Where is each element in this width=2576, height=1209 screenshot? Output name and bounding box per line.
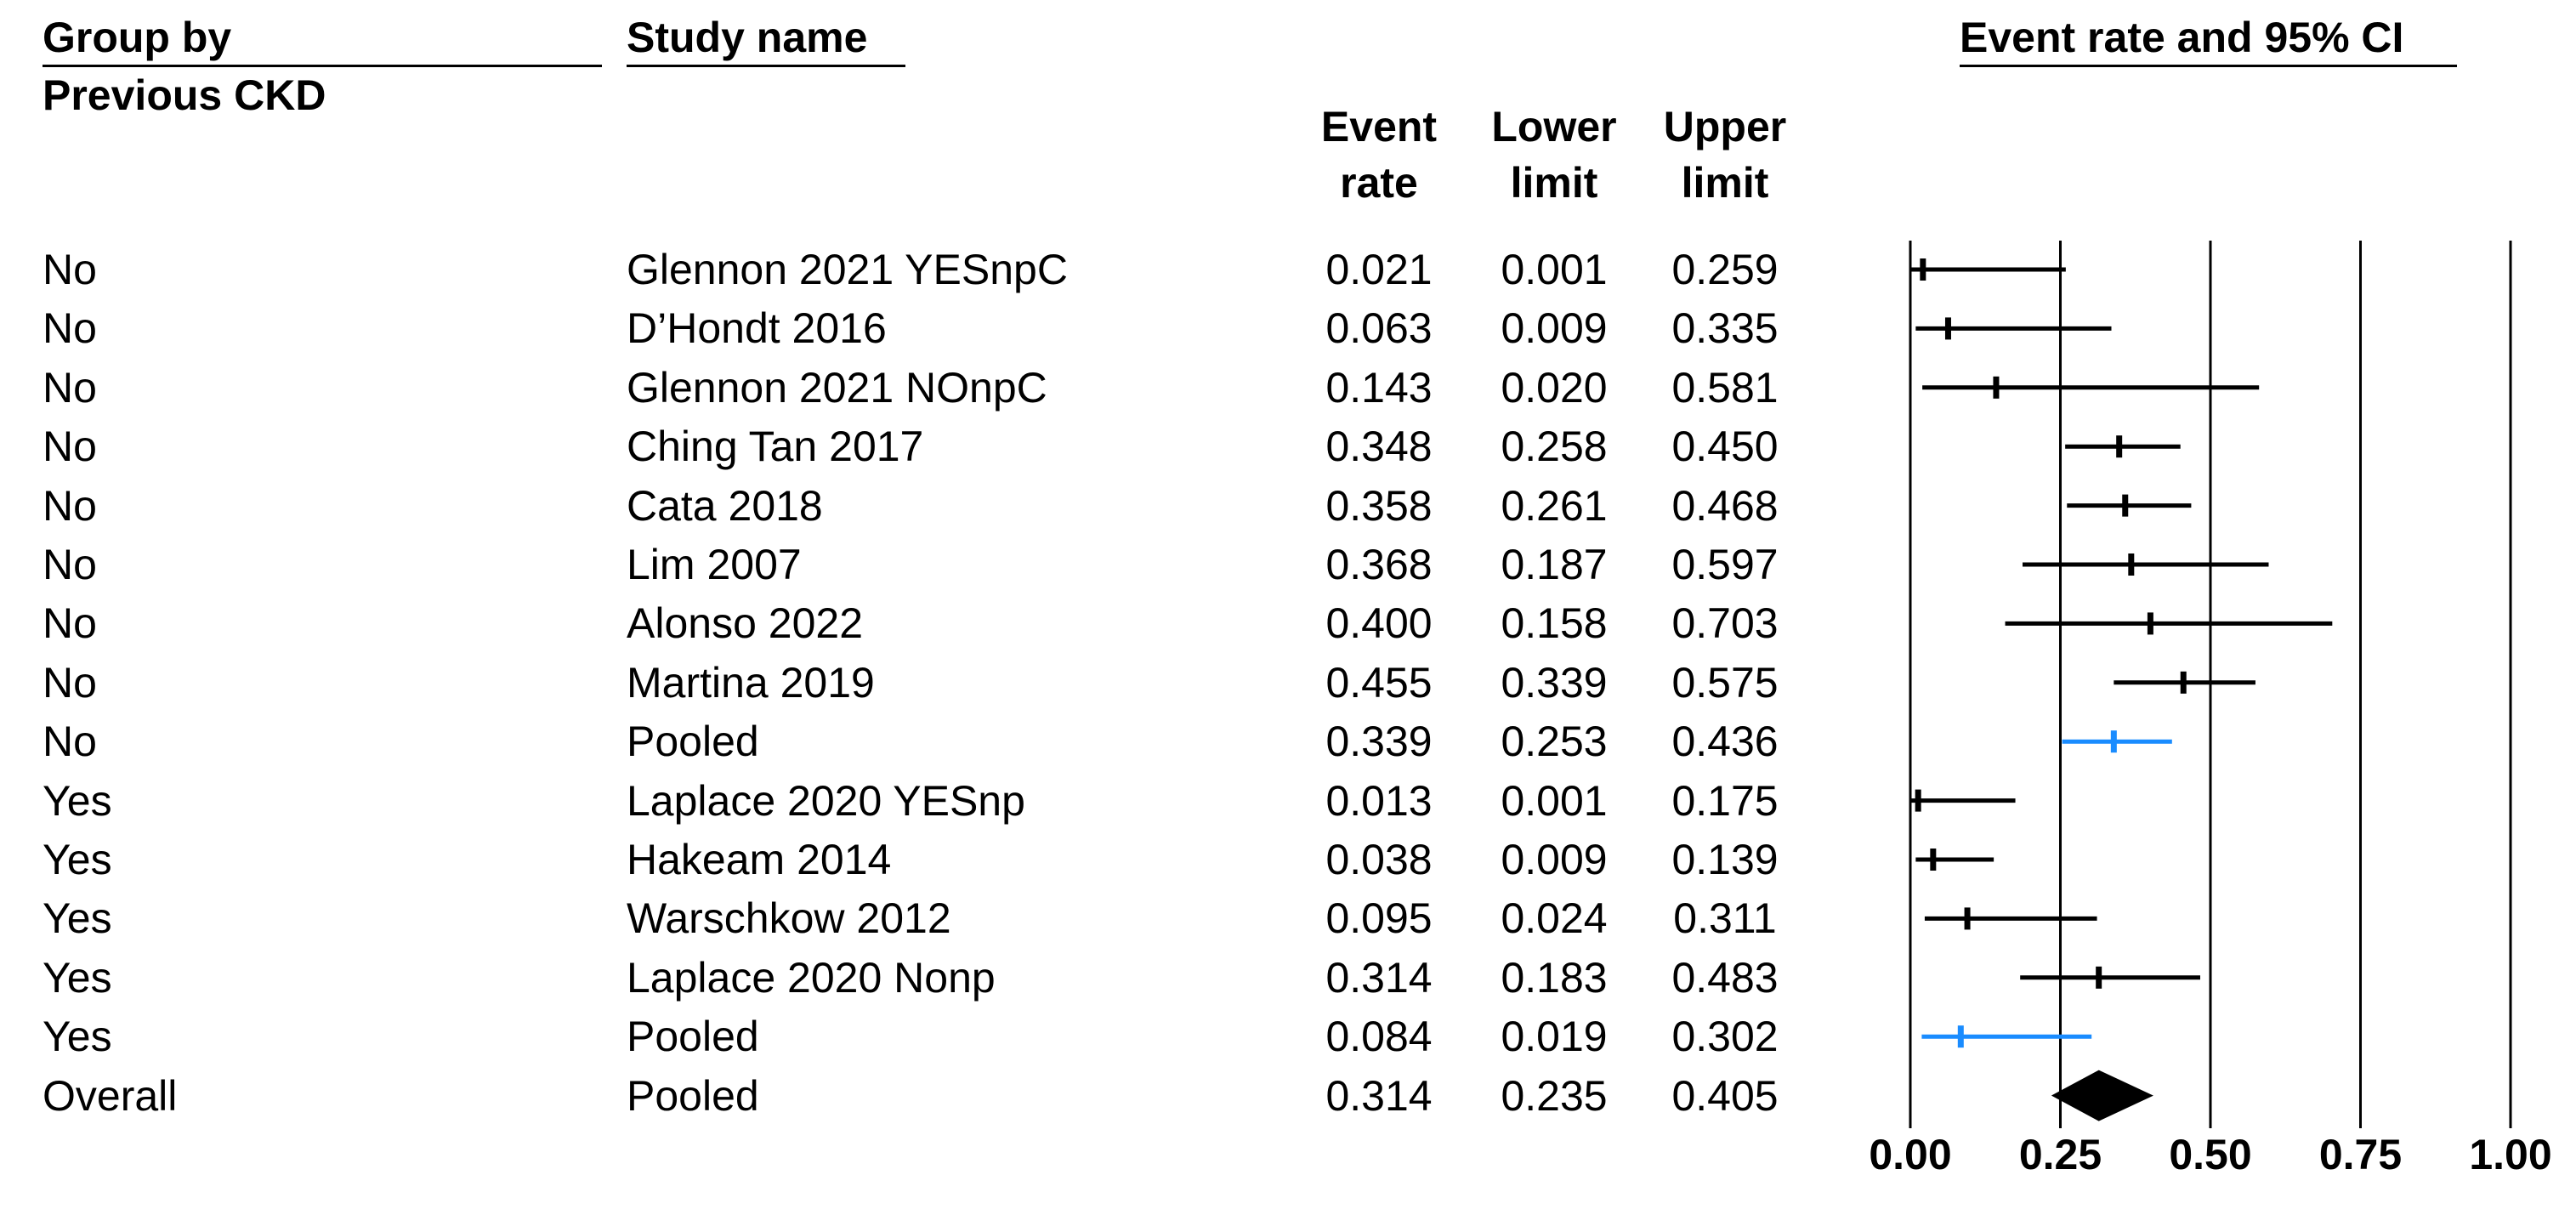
group-cell: No	[43, 658, 97, 707]
upper-limit-cell: 0.581	[1671, 363, 1779, 412]
upper-limit-cell: 0.175	[1671, 776, 1779, 825]
group-cell: Yes	[43, 894, 112, 943]
lower-limit-header: Lower limit	[1469, 99, 1639, 211]
study-name-header: Study name	[627, 14, 868, 61]
x-tick-label: 0.25	[2019, 1131, 2102, 1178]
group-cell: Yes	[43, 953, 112, 1002]
event-rate-header-line2: rate	[1340, 159, 1418, 207]
event-rate-cell: 0.013	[1325, 776, 1433, 825]
lower-limit-cell: 0.009	[1501, 304, 1608, 353]
event-rate-cell: 0.339	[1325, 718, 1433, 766]
event-rate-cell: 0.021	[1325, 246, 1433, 293]
upper-limit-cell: 0.139	[1671, 836, 1779, 883]
upper-limit-cell: 0.405	[1671, 1071, 1779, 1120]
group-cell: No	[43, 541, 97, 588]
lower-limit-cell: 0.253	[1501, 718, 1608, 766]
group-cell: No	[43, 423, 97, 471]
upper-limit-header-line2: limit	[1681, 159, 1769, 207]
event-rate-cell: 0.084	[1325, 1013, 1433, 1061]
x-tick-label: 1.00	[2469, 1131, 2551, 1178]
lower-limit-cell: 0.019	[1501, 1013, 1608, 1061]
group-cell: No	[43, 481, 97, 530]
study-name-cell: Warschkow 2012	[627, 894, 951, 943]
event-rate-header-line1: Event	[1320, 103, 1438, 150]
study-name-cell: Glennon 2021 YESnpC	[627, 246, 1068, 293]
x-tick-label: 0.50	[2169, 1131, 2251, 1178]
study-name-cell: Glennon 2021 NOnpC	[627, 363, 1047, 412]
group-by-underline	[43, 65, 602, 67]
upper-limit-cell: 0.436	[1671, 718, 1779, 766]
event-rate-cell: 0.348	[1325, 423, 1433, 471]
lower-limit-cell: 0.258	[1501, 423, 1608, 471]
group-by-subheader: Previous CKD	[43, 71, 326, 119]
group-cell: No	[43, 363, 97, 412]
event-rate-cell: 0.314	[1325, 953, 1433, 1002]
group-by-header: Group by	[43, 14, 232, 61]
event-rate-header: Event rate	[1294, 99, 1464, 211]
lower-limit-cell: 0.187	[1501, 541, 1608, 588]
upper-limit-cell: 0.259	[1671, 246, 1779, 293]
group-cell: Yes	[43, 776, 112, 825]
lower-limit-cell: 0.183	[1501, 953, 1608, 1002]
ci-title: Event rate and 95% CI	[1960, 14, 2404, 61]
upper-limit-cell: 0.468	[1671, 481, 1779, 530]
group-cell: Yes	[43, 1013, 112, 1061]
event-rate-cell: 0.038	[1325, 836, 1433, 883]
upper-limit-cell: 0.483	[1671, 953, 1779, 1002]
study-name-cell: Pooled	[627, 1013, 759, 1061]
study-name-cell: Pooled	[627, 718, 759, 766]
overall-diamond	[2051, 1070, 2153, 1121]
lower-limit-cell: 0.001	[1501, 776, 1608, 825]
lower-limit-cell: 0.020	[1501, 363, 1608, 412]
event-rate-cell: 0.368	[1325, 541, 1433, 588]
group-cell: No	[43, 246, 97, 293]
event-rate-cell: 0.358	[1325, 481, 1433, 530]
event-rate-cell: 0.455	[1325, 658, 1433, 707]
event-rate-cell: 0.400	[1325, 599, 1433, 648]
upper-limit-header-line1: Upper	[1663, 103, 1787, 150]
lower-limit-cell: 0.235	[1501, 1071, 1608, 1120]
group-cell: Overall	[43, 1071, 178, 1120]
lower-limit-cell: 0.339	[1501, 658, 1608, 707]
lower-limit-cell: 0.009	[1501, 836, 1608, 883]
lower-limit-cell: 0.261	[1501, 481, 1608, 530]
event-rate-cell: 0.314	[1325, 1071, 1433, 1120]
study-name-cell: Pooled	[627, 1071, 759, 1120]
study-name-cell: Cata 2018	[627, 481, 823, 530]
study-name-cell: Hakeam 2014	[627, 836, 892, 883]
study-name-cell: Laplace 2020 Nonp	[627, 953, 996, 1002]
lower-limit-cell: 0.158	[1501, 599, 1608, 648]
group-cell: Yes	[43, 836, 112, 883]
upper-limit-cell: 0.302	[1671, 1013, 1779, 1061]
study-name-cell: Laplace 2020 YESnp	[627, 776, 1025, 825]
event-rate-cell: 0.095	[1325, 894, 1433, 943]
lower-limit-header-line1: Lower	[1491, 103, 1617, 150]
x-tick-label: 0.75	[2319, 1131, 2402, 1178]
ci-title-underline	[1960, 65, 2457, 67]
upper-limit-cell: 0.311	[1673, 894, 1777, 943]
study-name-cell: Ching Tan 2017	[627, 423, 924, 471]
group-cell: No	[43, 599, 97, 648]
study-name-cell: Martina 2019	[627, 658, 875, 707]
event-rate-cell: 0.143	[1325, 363, 1433, 412]
group-cell: No	[43, 304, 97, 353]
group-cell: No	[43, 718, 97, 766]
x-tick-label: 0.00	[1869, 1131, 1951, 1178]
study-name-cell: Alonso 2022	[627, 599, 864, 648]
lower-limit-header-line2: limit	[1510, 159, 1598, 207]
lower-limit-cell: 0.024	[1501, 894, 1608, 943]
upper-limit-cell: 0.597	[1671, 541, 1779, 588]
upper-limit-cell: 0.450	[1671, 423, 1779, 471]
upper-limit-cell: 0.703	[1671, 599, 1779, 648]
lower-limit-cell: 0.001	[1501, 246, 1608, 293]
study-name-cell: Lim 2007	[627, 541, 802, 588]
event-rate-cell: 0.063	[1325, 304, 1433, 353]
study-name-cell: D’Hondt 2016	[627, 304, 887, 353]
upper-limit-cell: 0.335	[1671, 304, 1779, 353]
study-name-underline	[627, 65, 905, 67]
upper-limit-cell: 0.575	[1671, 658, 1779, 707]
upper-limit-header: Upper limit	[1640, 99, 1810, 211]
